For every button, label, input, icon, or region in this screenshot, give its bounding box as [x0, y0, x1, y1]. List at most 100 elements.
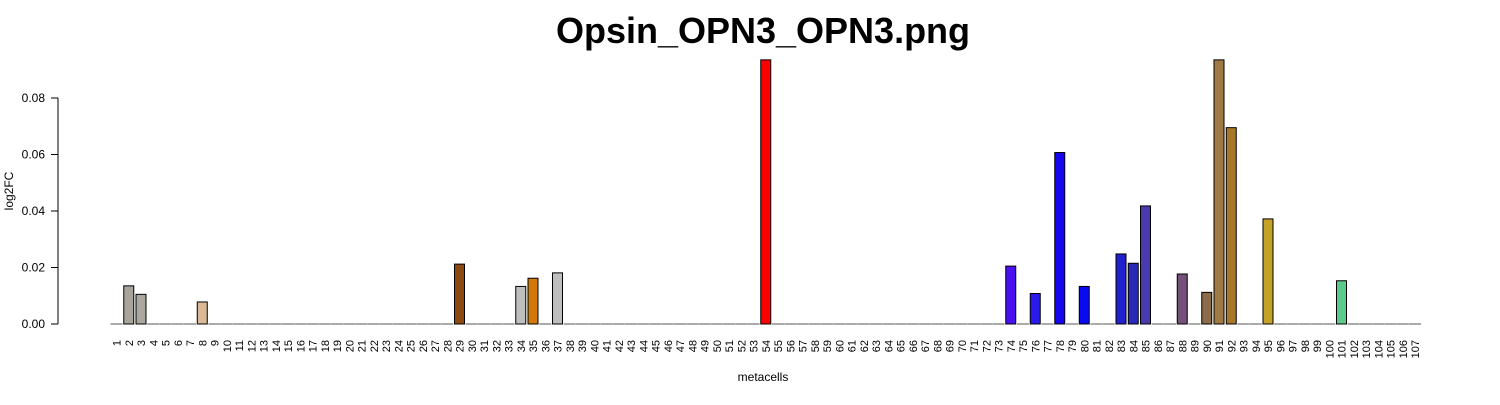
x-tick-label: 14	[271, 340, 283, 352]
bars	[110, 59, 1421, 325]
x-tick-label: 83	[1116, 340, 1128, 352]
x-tick-label: 1	[112, 340, 124, 346]
bar-3	[135, 293, 147, 325]
x-tick-label: 37	[553, 340, 565, 352]
x-tick-label: 7	[185, 340, 197, 346]
y-tick-label: 0.02	[22, 261, 46, 275]
x-tick-label: 42	[614, 340, 626, 352]
x-tick-label: 5	[161, 340, 173, 346]
x-tick-label: 20	[344, 340, 356, 352]
bar-34	[515, 285, 527, 325]
x-tick-label: 25	[406, 340, 418, 352]
bar-8	[196, 301, 208, 325]
x-tick-label: 96	[1275, 340, 1287, 352]
bar-74	[1005, 265, 1017, 325]
x-tick-label: 78	[1055, 340, 1067, 352]
x-tick-label: 52	[736, 340, 748, 352]
x-tick-label: 61	[847, 340, 859, 352]
x-tick-label: 91	[1214, 340, 1226, 352]
x-tick-label: 12	[246, 340, 258, 352]
x-tick-label: 15	[283, 340, 295, 352]
x-tick-label: 6	[173, 340, 185, 346]
bar-91	[1213, 59, 1225, 325]
x-tick-label: 85	[1141, 340, 1153, 352]
x-tick-label: 79	[1067, 340, 1079, 352]
x-tick-label: 11	[234, 340, 246, 351]
bar-54	[760, 59, 772, 325]
x-tick-label: 34	[516, 340, 528, 352]
x-tick-label: 74	[1006, 340, 1018, 352]
y-tick-label: 0.04	[22, 204, 46, 218]
x-tick-label: 95	[1263, 340, 1275, 352]
x-tick-label: 28	[442, 340, 454, 352]
x-tick-label: 86	[1153, 340, 1165, 352]
x-tick-label: 19	[332, 340, 344, 352]
x-tick-label: 58	[810, 340, 822, 352]
x-tick-label: 38	[565, 340, 577, 352]
x-tick-label: 53	[749, 340, 761, 352]
x-tick-label: 56	[785, 340, 797, 352]
x-tick-label: 57	[798, 340, 810, 352]
bar-92	[1225, 127, 1237, 325]
x-tick-label: 40	[589, 340, 601, 352]
bar-29	[454, 263, 465, 325]
x-tick-label: 98	[1300, 340, 1312, 352]
x-tick-label: 93	[1239, 340, 1251, 352]
x-tick-label: 24	[393, 340, 405, 352]
x-tick-label: 73	[994, 340, 1006, 352]
x-tick-label: 8	[197, 340, 209, 346]
x-tick-label: 21	[357, 340, 369, 352]
x-tick-label: 97	[1288, 340, 1300, 352]
x-tick-label: 26	[418, 340, 430, 352]
y-axis: 0.00 0.02 0.04 0.06 0.08	[22, 91, 59, 331]
x-tick-label: 67	[920, 340, 932, 352]
x-tick-label: 92	[1226, 340, 1238, 352]
x-tick-label: 69	[945, 340, 957, 352]
x-tick-label: 71	[969, 340, 981, 352]
x-tick-label: 43	[626, 340, 638, 352]
x-tick-label: 102	[1349, 340, 1361, 358]
x-tick-label: 87	[1165, 340, 1177, 352]
x-tick-label: 72	[981, 340, 993, 352]
x-tick-label: 48	[687, 340, 699, 352]
x-tick-label: 18	[320, 340, 332, 352]
bar-90	[1201, 291, 1213, 325]
x-tick-label: 29	[455, 340, 467, 352]
x-tick-label: 23	[381, 340, 393, 352]
x-tick-label: 80	[1079, 340, 1091, 352]
x-tick-label: 4	[148, 340, 160, 346]
x-tick-label: 90	[1202, 340, 1214, 352]
y-tick-label: 0.00	[22, 317, 46, 331]
bar-83	[1115, 253, 1127, 325]
x-tick-label: 62	[859, 340, 871, 352]
x-tick-label: 50	[712, 340, 724, 352]
bar-35	[527, 277, 539, 325]
x-tick-label: 84	[1128, 340, 1140, 352]
x-tick-label: 17	[308, 340, 320, 352]
x-tick-label: 76	[1030, 340, 1042, 352]
x-tick-label: 60	[834, 340, 846, 352]
bar-76	[1029, 292, 1041, 325]
x-tick-label: 46	[663, 340, 675, 352]
y-tick-label: 0.08	[22, 91, 46, 105]
x-tick-label: 31	[479, 340, 491, 352]
x-tick-label: 59	[822, 340, 834, 352]
x-tick-label: 75	[1018, 340, 1030, 352]
x-tick-label: 63	[871, 340, 883, 352]
bar-80	[1078, 285, 1090, 325]
x-tick-label: 30	[467, 340, 479, 352]
x-tick-label: 3	[136, 340, 148, 346]
x-tick-label: 41	[602, 340, 614, 352]
bar-2	[123, 285, 135, 325]
x-tick-label: 64	[883, 340, 895, 352]
x-tick-label: 65	[896, 340, 908, 352]
bar-101	[1336, 280, 1347, 325]
x-tick-label: 89	[1190, 340, 1202, 352]
x-tick-label: 94	[1251, 340, 1263, 352]
x-tick-label: 27	[430, 340, 442, 352]
x-tick-label: 33	[504, 340, 516, 352]
x-tick-label: 101	[1337, 340, 1349, 358]
x-tick-label: 49	[700, 340, 712, 352]
